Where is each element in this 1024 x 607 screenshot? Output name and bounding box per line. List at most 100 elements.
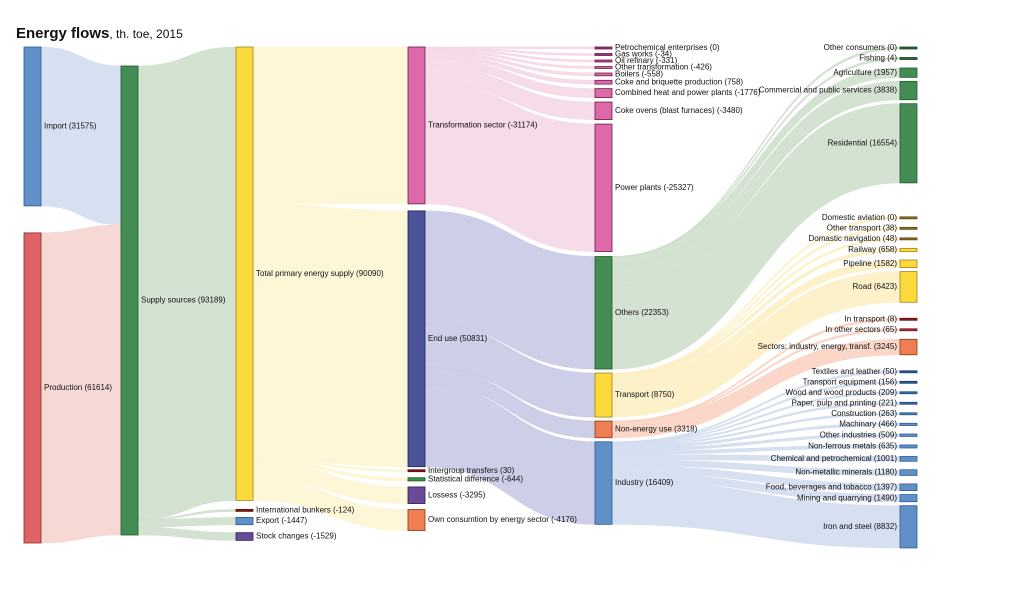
node-label-nonferrous: Non-ferrous metals (635) [808,442,897,451]
node-pipeline[interactable] [899,259,918,268]
flow-link-supply-tpes[interactable] [137,46,237,520]
node-boilers[interactable] [594,72,613,77]
node-othertrans[interactable] [594,66,613,69]
node-label-othertrans: Other transformation (-426) [615,63,712,72]
node-tpes[interactable] [235,46,254,501]
node-label-nonenergy: Non-energy use (3318) [615,425,698,434]
chart-title: Energy flows, th. toe, 2015 [16,25,183,42]
node-petrochem[interactable] [594,46,613,50]
node-label-ownuse: Own consumtion by energy sector (-4176) [428,515,577,524]
node-ownuse[interactable] [407,509,426,531]
node-residential[interactable] [899,103,918,184]
node-enduse[interactable] [407,210,426,468]
node-chemical[interactable] [899,456,918,462]
node-others[interactable] [594,256,613,370]
node-label-othercons: Other consumers (0) [824,43,898,52]
node-label-transport: Transport (8750) [615,390,675,399]
node-label-boilers: Boilers (-558) [615,70,663,79]
node-label-fishing: Fishing (4) [859,54,897,63]
node-losses[interactable] [407,486,426,504]
node-label-losses: Lossess (-3295) [428,490,486,499]
node-inother[interactable] [899,328,918,332]
node-paper[interactable] [899,401,918,405]
node-intransport[interactable] [899,317,918,321]
node-gasworks[interactable] [594,53,613,56]
node-production[interactable] [23,232,42,544]
node-label-cokeovens: Coke ovens (blast furnaces) (-3480) [615,106,743,115]
node-label-petrochem: Petrochemical enterprises (0) [615,43,720,52]
node-cokeovens[interactable] [594,101,613,120]
sankey-nodes [23,46,918,549]
node-label-food: Food, beverages and tobacco (1397) [766,482,898,491]
node-nonmetallic[interactable] [899,469,918,476]
node-statdiff[interactable] [407,477,426,482]
node-label-inother: In other sectors (65) [825,325,897,334]
node-supply[interactable] [120,65,139,536]
node-label-residential: Residential (16554) [828,138,898,147]
node-oilref[interactable] [594,59,613,63]
node-label-bunkers: International bunkers (-124) [256,506,355,515]
node-label-agri: Agriculture (1957) [833,68,897,77]
node-label-coke: Coke and briquette production (758) [615,77,743,86]
node-coke[interactable] [594,79,613,85]
node-mining[interactable] [899,494,918,503]
node-commercial[interactable] [899,80,918,101]
node-nonenergy[interactable] [594,420,613,439]
node-transeq[interactable] [899,380,918,384]
node-label-wood: Wood and wood products (209) [786,388,898,397]
node-railway[interactable] [899,247,918,252]
node-stock[interactable] [235,532,254,541]
node-label-chemical: Chemical and petrochemical (1001) [771,454,898,463]
node-domaviation[interactable] [899,216,918,220]
node-fishing[interactable] [899,57,918,60]
node-label-sectors: Sectors: industry, energy, transf. (3245… [758,342,898,351]
node-label-construction: Construction (263) [831,409,897,418]
node-label-domnav: Domastic navigation (48) [809,234,898,243]
node-label-intransport: In transport (8) [845,314,898,323]
node-label-tpes: Total primary energy supply (90090) [256,269,384,278]
node-othertransport[interactable] [899,226,918,230]
node-label-iron: Iron and steel (8832) [823,522,897,531]
node-industry[interactable] [594,441,613,525]
node-powerplants[interactable] [594,123,613,252]
node-otherind[interactable] [899,433,918,437]
node-construction[interactable] [899,412,918,416]
node-label-powerplants: Power plants (-25327) [615,183,694,192]
node-agri[interactable] [899,67,918,78]
node-textiles[interactable] [899,370,918,374]
node-domnav[interactable] [899,237,918,241]
node-bunkers[interactable] [235,508,254,512]
node-machinery[interactable] [899,422,918,426]
node-label-others: Others (22353) [615,308,669,317]
node-sectors[interactable] [899,338,918,356]
node-label-industry: Industry (16409) [615,478,674,487]
node-import[interactable] [23,46,42,207]
node-food[interactable] [899,483,918,491]
node-transport[interactable] [594,372,613,418]
sankey-links [40,46,901,549]
flow-link-tpes-enduse[interactable] [252,203,409,468]
node-label-railway: Railway (658) [848,245,897,254]
flow-link-tpes-transform[interactable] [252,46,409,205]
node-label-chp: Combined heat and power plants (-1776) [615,88,761,97]
flow-link-import-supply[interactable] [40,46,122,226]
node-label-textiles: Textiles and leather (50) [812,367,898,376]
node-label-transeq: Transport equipment (156) [803,377,898,386]
node-export[interactable] [235,516,254,526]
node-othercons[interactable] [899,46,918,50]
node-nonferrous[interactable] [899,444,918,449]
chart-title-main: Energy flows [16,25,110,42]
node-road[interactable] [899,271,918,303]
node-chp[interactable] [594,88,613,98]
node-label-export: Export (-1447) [256,516,307,525]
node-transform[interactable] [407,46,426,205]
node-label-paper: Paper, pulp and printing (221) [792,398,898,407]
flow-link-supply-stock[interactable] [137,526,237,541]
node-label-gasworks: Gas works (-34) [615,50,672,59]
node-label-nonmetallic: Non-metallic minerals (1180) [795,468,897,477]
node-iron[interactable] [899,505,918,549]
node-wood[interactable] [899,391,918,395]
node-intergroup[interactable] [407,469,426,473]
node-label-commercial: Commercial and public services (3838) [759,86,898,95]
